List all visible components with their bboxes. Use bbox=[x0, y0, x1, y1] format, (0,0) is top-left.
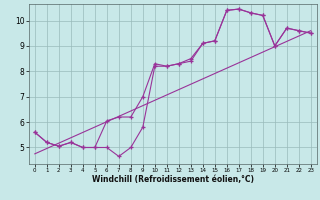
X-axis label: Windchill (Refroidissement éolien,°C): Windchill (Refroidissement éolien,°C) bbox=[92, 175, 254, 184]
